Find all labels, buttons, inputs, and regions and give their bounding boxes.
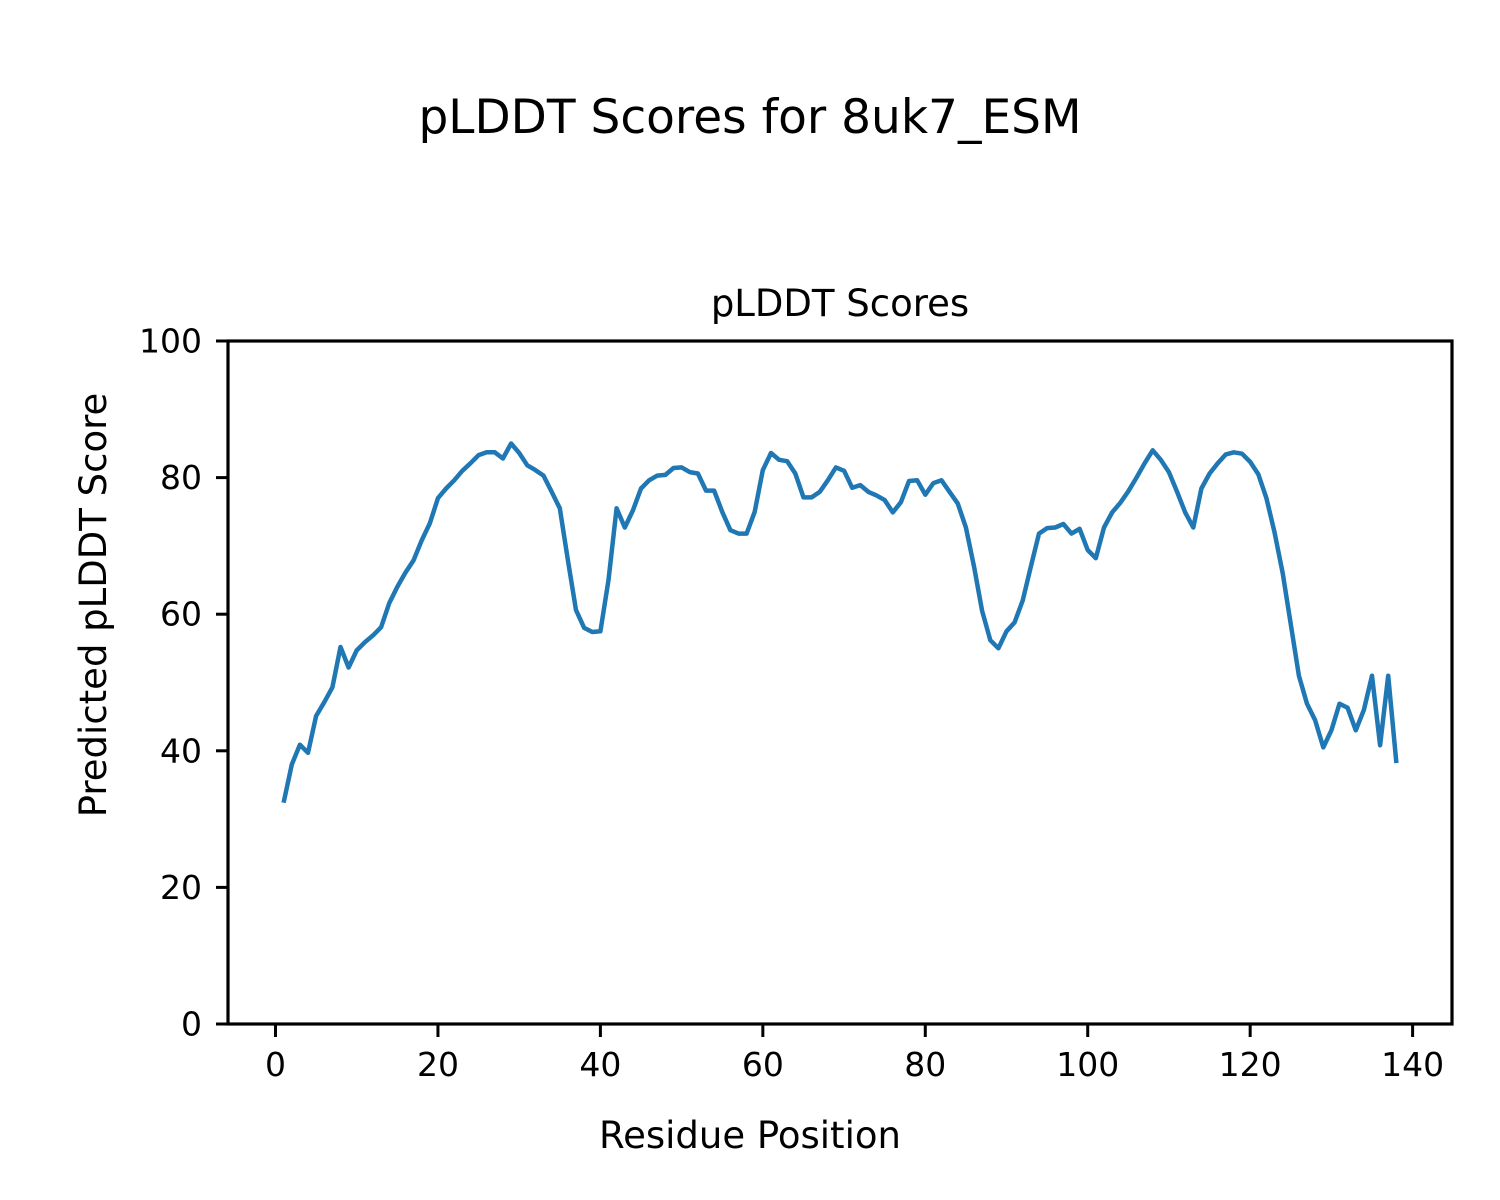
x-tick-label: 20 [417, 1045, 459, 1084]
y-tick-label: 0 [181, 1005, 202, 1044]
y-tick-label: 100 [139, 322, 202, 361]
y-axis-label: Predicted pLDDT Score [72, 393, 115, 818]
axes-title: pLDDT Scores [711, 282, 969, 325]
x-tick-label: 40 [579, 1045, 621, 1084]
y-tick-label: 20 [160, 868, 202, 907]
plddt-line [281, 441, 1399, 804]
x-tick-label: 100 [1056, 1045, 1119, 1084]
figure-title: pLDDT Scores for 8uk7_ESM [418, 90, 1081, 145]
x-axis-label: Residue Position [599, 1114, 901, 1157]
x-tick-label: 120 [1219, 1045, 1282, 1084]
y-tick-label: 40 [160, 731, 202, 770]
x-tick-label: 60 [742, 1045, 784, 1084]
x-tick-label: 140 [1381, 1045, 1444, 1084]
x-tick-label: 80 [904, 1045, 946, 1084]
x-axis-ticks: 0 20 40 60 80 100 120 140 [265, 1024, 1444, 1084]
x-tick-label: 0 [265, 1045, 286, 1084]
y-axis-ticks: 0 20 40 60 80 100 [139, 322, 228, 1044]
plot-border [226, 339, 1454, 1026]
y-tick-label: 80 [160, 458, 202, 497]
y-tick-label: 60 [160, 595, 202, 634]
